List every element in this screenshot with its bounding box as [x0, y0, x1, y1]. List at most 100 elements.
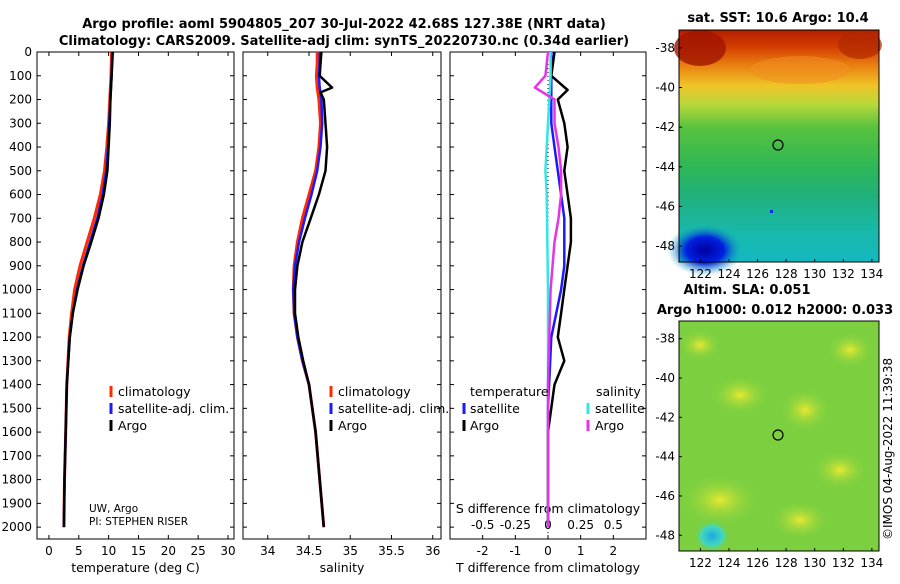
- map-y-tick-label: -46: [655, 199, 675, 213]
- x-tick-label: 0: [544, 544, 552, 558]
- salinity-panel: 34 34.5 35 35.5 36 salinity: [242, 51, 442, 575]
- y-tick-label: 1400: [1, 378, 32, 392]
- sla-map-title-line1: Altim. SLA: 0.051: [684, 283, 811, 298]
- x-tick-label: 35: [343, 544, 358, 558]
- x-tick-label: 10: [101, 544, 116, 558]
- map-y-tick-label: -38: [655, 332, 675, 346]
- y-tick-label: 400: [9, 140, 32, 154]
- map-x-tick-label: 128: [775, 267, 798, 281]
- map-x-tick-label: 134: [860, 267, 883, 281]
- y-tick-label: 200: [9, 93, 32, 107]
- timestamp: ©IMOS 04-Aug-2022 11:39:38: [881, 358, 895, 540]
- map-y-tick-label: -44: [655, 450, 675, 464]
- x-tick-label: -2: [477, 544, 489, 558]
- y-tick-label: 2000: [1, 520, 32, 534]
- x2-tick-label: -0.25: [500, 518, 531, 532]
- sst-argo-marker: [772, 139, 784, 151]
- x-tick-label: 1: [577, 544, 585, 558]
- difference-panel: -2 -1 0 1 2 T difference from climatology -0.5…: [449, 51, 647, 575]
- map-y-tick-label: -40: [655, 371, 675, 385]
- series-line-argo: [62, 51, 115, 528]
- difference-legend: temperature satellite Argo salinity sate…: [462, 384, 645, 433]
- y-tick-label: 1000: [1, 283, 32, 297]
- x-tick-label: 35.5: [378, 544, 405, 558]
- legend-label-t-argo: Argo: [470, 418, 499, 433]
- map-y-tick-label: -40: [655, 81, 675, 95]
- x-axis-label: temperature (deg C): [71, 560, 200, 575]
- x-tick-label: 30: [220, 544, 235, 558]
- x-tick-label: 20: [161, 544, 176, 558]
- temperature-legend: climatology satellite-adj. clim. Argo: [109, 384, 229, 433]
- sla-high-patch: [779, 388, 831, 432]
- y-tick-label: 1200: [1, 330, 32, 344]
- series-line-argo: [293, 51, 334, 528]
- x-tick-label: 0: [45, 544, 53, 558]
- sst-warm-patch: [750, 56, 850, 84]
- figure-title-line2: Climatology: CARS2009. Satellite-adj cli…: [59, 34, 629, 49]
- y-tick-label: 500: [9, 164, 32, 178]
- figure-title-line1: Argo profile: aoml 5904805_207 30-Jul-20…: [82, 17, 606, 32]
- legend-label-t-satellite: satellite: [470, 401, 520, 416]
- y-tick-label: 100: [9, 69, 32, 83]
- sla-map: [678, 320, 880, 552]
- map-x-tick-label: 122: [689, 267, 712, 281]
- y-tick-label: 600: [9, 188, 32, 202]
- map-x-tick-label: 126: [746, 556, 769, 570]
- y-tick-label: 0: [24, 45, 32, 59]
- series-line-t-argo: [546, 51, 573, 528]
- sla-high-patch: [826, 332, 874, 368]
- sla-high-patch: [710, 375, 770, 415]
- legend-label-s-argo: Argo: [595, 418, 624, 433]
- map-x-tick-label: 130: [803, 267, 826, 281]
- x-tick-label: -1: [509, 544, 521, 558]
- map-x-tick-label: 128: [775, 556, 798, 570]
- y-tick-label: 800: [9, 235, 32, 249]
- map-x-tick-label: 134: [860, 556, 883, 570]
- map-y-tick-label: -42: [655, 120, 675, 134]
- map-x-tick-label: 130: [803, 556, 826, 570]
- sst-map-axes: 122 124 126 128 130 132 134 -38 -40 -42 -44 -46 -48: [655, 41, 883, 281]
- x-tick-label: 34.5: [296, 544, 323, 558]
- legend-label-s-satellite: satellite: [595, 401, 645, 416]
- sla-map-axes: 122 124 126 128 130 132 134 -38 -40 -42 -44 -46 -48: [655, 332, 883, 570]
- sla-map-title-line2: Argo h1000: 0.012 h2000: 0.033: [657, 303, 893, 318]
- salinity-legend: climatology satellite-adj. clim. Argo: [329, 384, 449, 433]
- legend-label-climatology: climatology: [338, 384, 411, 399]
- map-y-tick-label: -38: [655, 41, 675, 55]
- x2-tick-label: -0.5: [471, 518, 494, 532]
- credit-line2: PI: STEPHEN RISER: [89, 516, 188, 528]
- legend-label-climatology: climatology: [118, 384, 191, 399]
- x-axis-label: salinity: [320, 560, 365, 575]
- sst-pixel: [770, 210, 773, 213]
- sst-map: [667, 29, 882, 276]
- sla-high-patch: [678, 329, 722, 361]
- sla-high-patch: [770, 500, 830, 540]
- x-axis-label: T difference from climatology: [455, 560, 641, 575]
- map-x-tick-label: 132: [832, 267, 855, 281]
- map-y-tick-label: -48: [655, 239, 675, 253]
- map-x-tick-label: 132: [832, 556, 855, 570]
- legend-label-argo: Argo: [338, 418, 367, 433]
- x-tick-label: 36: [425, 544, 440, 558]
- series-line-s-argo: [533, 51, 563, 528]
- map-x-tick-label: 124: [718, 556, 741, 570]
- sst-warm-patch: [674, 30, 726, 66]
- map-y-tick-label: -46: [655, 489, 675, 503]
- x2-tick-label: 0.5: [604, 518, 623, 532]
- sst-warm-patch: [838, 31, 882, 59]
- map-y-tick-label: -42: [655, 410, 675, 424]
- legend-label-argo: Argo: [118, 418, 147, 433]
- x-tick-label: 34: [260, 544, 275, 558]
- series-line-s-satellite: [544, 52, 552, 528]
- sst-cold-patch: [667, 224, 743, 276]
- sla-argo-marker: [772, 429, 784, 441]
- y-tick-label: 1800: [1, 473, 32, 487]
- y-tick-label: 900: [9, 259, 32, 273]
- x-tick-label: 25: [191, 544, 206, 558]
- y-tick-label: 1100: [1, 306, 32, 320]
- y-tick-label: 300: [9, 116, 32, 130]
- legend-title-temperature: temperature: [470, 384, 549, 399]
- sst-frame: [678, 29, 880, 263]
- sla-high-patch: [812, 450, 868, 490]
